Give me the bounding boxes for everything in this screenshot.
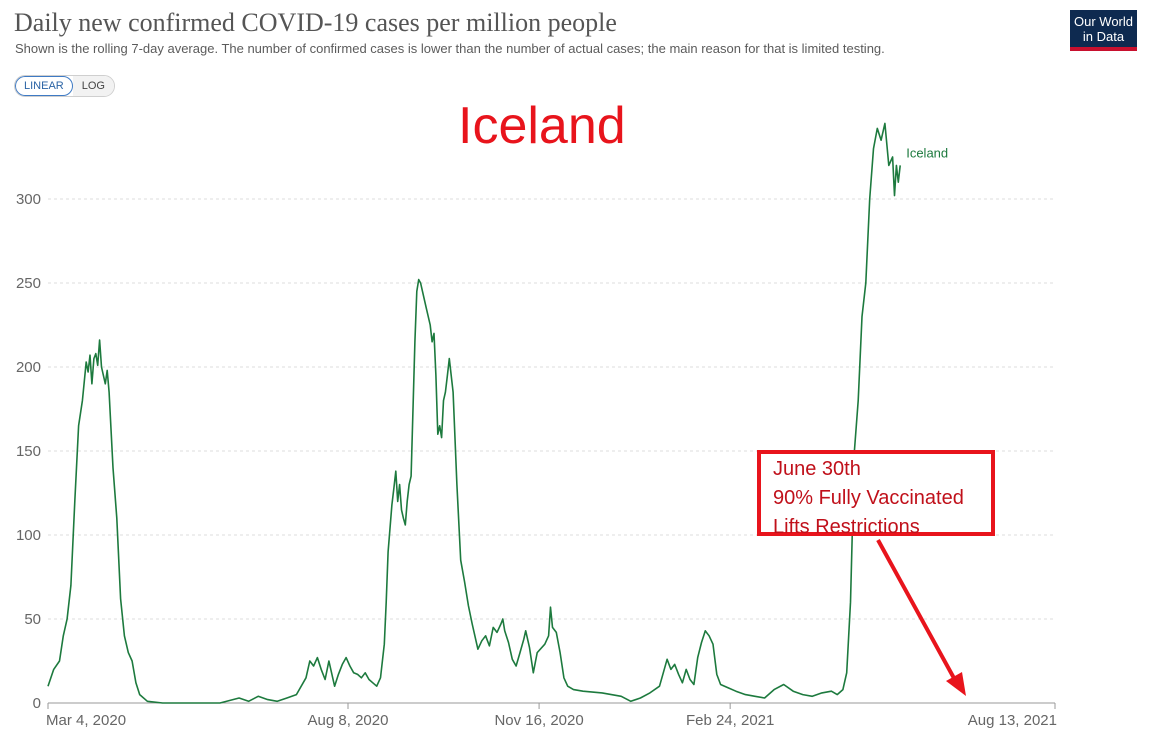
x-tick-label: Mar 4, 2020 bbox=[46, 712, 126, 729]
y-tick-label-50: 50 bbox=[24, 611, 41, 628]
arrow-head bbox=[946, 672, 966, 696]
linear-scale-button[interactable]: LINEAR bbox=[15, 76, 73, 96]
x-tick-label: Aug 8, 2020 bbox=[308, 712, 389, 729]
country-overlay-title: Iceland bbox=[458, 97, 626, 155]
y-axis-ticks: 0 50 100 150 200 250 300 bbox=[16, 191, 41, 712]
logo-line-2: in Data bbox=[1082, 29, 1125, 44]
callout-line-1: June 30th bbox=[773, 458, 861, 480]
annotation-callout-box: June 30th 90% Fully Vaccinated Lifts Res… bbox=[757, 450, 995, 538]
y-tick-label-0: 0 bbox=[33, 695, 41, 712]
chart-title: Daily new confirmed COVID-19 cases per m… bbox=[14, 8, 617, 37]
x-tick-label: Feb 24, 2021 bbox=[686, 712, 774, 729]
series-label: Iceland bbox=[906, 145, 948, 160]
y-tick-label-250: 250 bbox=[16, 275, 41, 292]
gridlines bbox=[48, 198, 1055, 620]
y-tick-label-100: 100 bbox=[16, 527, 41, 544]
chart-subtitle: Shown is the rolling 7-day average. The … bbox=[15, 41, 885, 56]
x-tick-label: Aug 13, 2021 bbox=[968, 712, 1057, 729]
callout-arrow bbox=[876, 539, 966, 696]
log-scale-button[interactable]: LOG bbox=[72, 76, 114, 96]
y-tick-label-150: 150 bbox=[16, 443, 41, 460]
our-world-in-data-logo[interactable]: Our World in Data bbox=[1070, 10, 1137, 51]
callout-line-3: Lifts Restrictions bbox=[773, 516, 920, 538]
logo-line-1: Our World bbox=[1074, 14, 1133, 29]
arrow-shaft bbox=[876, 539, 957, 681]
series-layer: Iceland bbox=[47, 122, 948, 704]
y-tick-label-300: 300 bbox=[16, 191, 41, 208]
y-tick-label-200: 200 bbox=[16, 359, 41, 376]
scale-toggle: LINEAR LOG bbox=[14, 75, 115, 97]
callout-line-2: 90% Fully Vaccinated bbox=[773, 487, 964, 509]
x-tick-label: Nov 16, 2020 bbox=[494, 712, 583, 729]
series-line-iceland[interactable] bbox=[47, 122, 901, 704]
x-axis: Mar 4, 2020 Aug 8, 2020 Nov 16, 2020 Feb 24… bbox=[46, 702, 1057, 729]
